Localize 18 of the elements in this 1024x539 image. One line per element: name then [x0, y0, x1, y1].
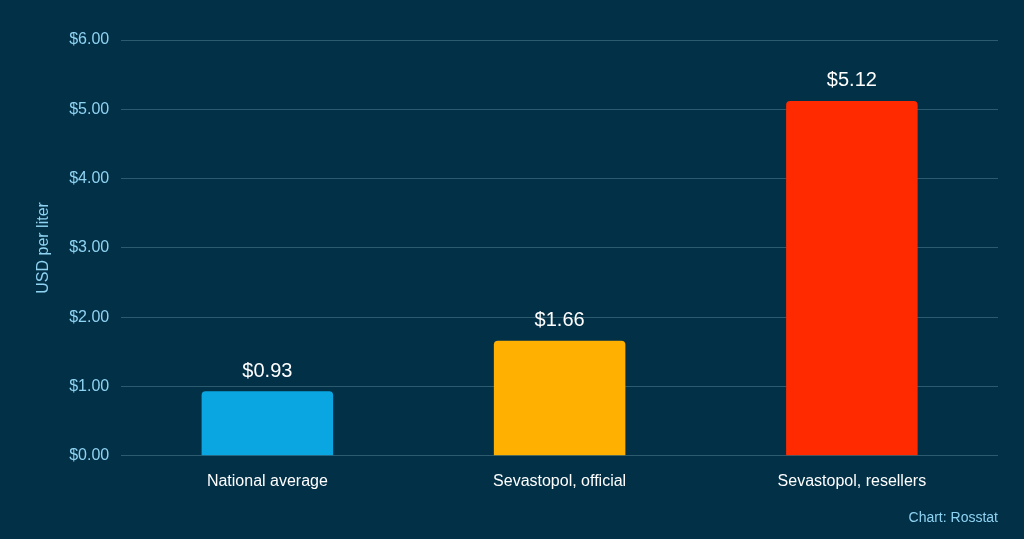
x-tick-label: Sevastopol, resellers: [777, 471, 927, 489]
x-tick-label: Sevastopol, official: [493, 471, 627, 489]
text: Chart: Rosstat: [908, 508, 999, 525]
bar: [201, 391, 334, 456]
data-label: $0.93: [242, 358, 293, 381]
data-label: $5.12: [826, 68, 877, 91]
y-tick-label: $1.00: [69, 376, 110, 394]
y-tick-label: $5.00: [69, 99, 110, 117]
y-tick-label: $0.00: [69, 446, 110, 464]
y-tick-label: $6.00: [69, 30, 110, 48]
bar: [786, 100, 918, 456]
y-tick-label: $4.00: [69, 169, 110, 187]
x-tick-label: National average: [206, 471, 328, 489]
data-label: $1.66: [534, 308, 585, 331]
y-tick-label: $3.00: [69, 238, 110, 256]
bar: [493, 340, 626, 456]
y-axis-title: USD per liter: [34, 201, 52, 294]
y-tick-label: $2.00: [69, 307, 110, 325]
